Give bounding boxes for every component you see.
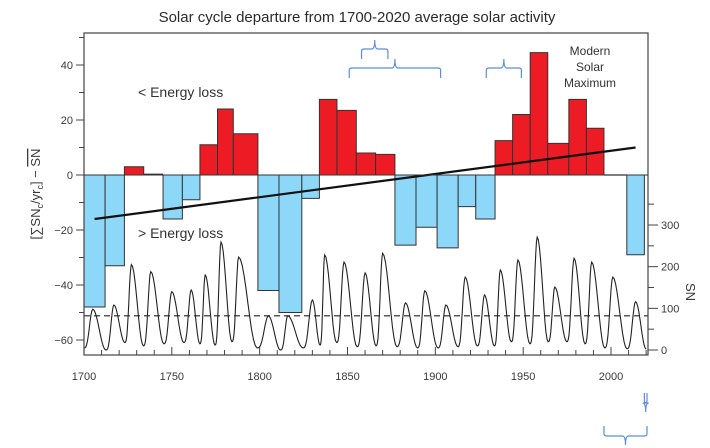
y-tick-label: −60 <box>54 335 73 347</box>
ylabel-sub2: c <box>35 185 45 190</box>
y-tick-label: 40 <box>61 60 73 72</box>
departure-bar <box>494 140 514 176</box>
y2-axis-label-text: SN <box>683 283 698 301</box>
departure-bar <box>512 114 531 176</box>
departure-bar <box>318 98 338 176</box>
departure-bar <box>568 98 587 176</box>
departure-bar <box>123 166 145 176</box>
right-y-axis: 0 100 200 300 <box>648 203 679 357</box>
ylabel-sub1: c <box>35 204 45 209</box>
departure-bar <box>475 174 496 220</box>
left-y-axis: −60 −40 −20 0 20 40 <box>54 37 84 347</box>
plot-frame <box>83 32 649 356</box>
x-axis: 1700 1750 1800 1850 1900 1950 2000 <box>72 347 647 383</box>
departure-bar <box>232 133 259 176</box>
lower-energy-loss-label: > Energy loss <box>138 225 223 241</box>
departure-bar <box>301 174 320 199</box>
upper-energy-loss-label: < Energy loss <box>138 84 223 100</box>
modern-label-line1: Modern <box>570 44 611 58</box>
y2-tick-label: 200 <box>661 262 679 274</box>
sn-curve <box>83 235 647 351</box>
y-tick-label: −40 <box>54 280 73 292</box>
modern-label-line3: Maximum <box>564 76 616 90</box>
x-tick-label: 1750 <box>160 371 184 383</box>
departure-bar <box>278 174 303 313</box>
departure-bar <box>104 174 125 267</box>
x-tick-label: 1950 <box>511 371 535 383</box>
departure-bar <box>257 174 280 291</box>
departure-bar <box>162 174 183 220</box>
departure-bar <box>436 174 459 249</box>
departure-bar <box>529 52 549 176</box>
y2-tick-label: 300 <box>661 220 679 232</box>
y2-tick-label: 0 <box>661 345 667 357</box>
y2-tick-label: 100 <box>661 303 679 315</box>
x-tick-label: 1900 <box>423 371 447 383</box>
departure-bar <box>181 174 201 201</box>
departure-bar <box>217 108 234 176</box>
y-tick-label: 0 <box>67 170 73 182</box>
braces <box>348 39 649 446</box>
x-tick-label: 1700 <box>72 371 96 383</box>
brace-annotation <box>603 426 648 446</box>
chart-title: Solar cycle departure from 1700-2020 ave… <box>159 9 556 26</box>
y-tick-label: 20 <box>61 115 73 127</box>
brace-annotation <box>348 58 442 78</box>
brace-annotation <box>485 58 523 78</box>
y2-axis-label: SN <box>683 283 698 301</box>
departure-bar <box>336 109 357 176</box>
y-axis-label: [∑SNc/yrc] − SN <box>28 149 45 240</box>
y-axis-label-text: [∑SNc/yrc] − SN <box>28 149 45 240</box>
departure-bar <box>375 153 396 176</box>
departure-bar <box>355 152 377 176</box>
x-tick-label: 1800 <box>247 371 271 383</box>
brace-annotation <box>642 393 649 413</box>
x-tick-label: 2000 <box>599 371 623 383</box>
ylabel-close: ] − <box>28 167 43 185</box>
sn-curve-group <box>83 235 647 351</box>
departure-bar <box>199 144 219 176</box>
ylabel-open: [∑SN <box>28 209 43 240</box>
x-tick-label: 1850 <box>335 371 359 383</box>
departure-bars <box>83 52 645 313</box>
trend-line <box>94 146 636 221</box>
modern-label-line2: Solar <box>576 60 604 74</box>
departure-bar <box>83 174 106 308</box>
departure-bar <box>394 174 417 246</box>
ylabel-mid: /yr <box>28 189 43 204</box>
brace-annotation <box>360 39 389 59</box>
departure-bar <box>415 174 438 228</box>
departure-bar <box>626 174 645 256</box>
departure-bar <box>457 174 477 208</box>
ylabel-sn-bar: SN <box>28 149 43 167</box>
y-tick-label: −20 <box>54 225 73 237</box>
